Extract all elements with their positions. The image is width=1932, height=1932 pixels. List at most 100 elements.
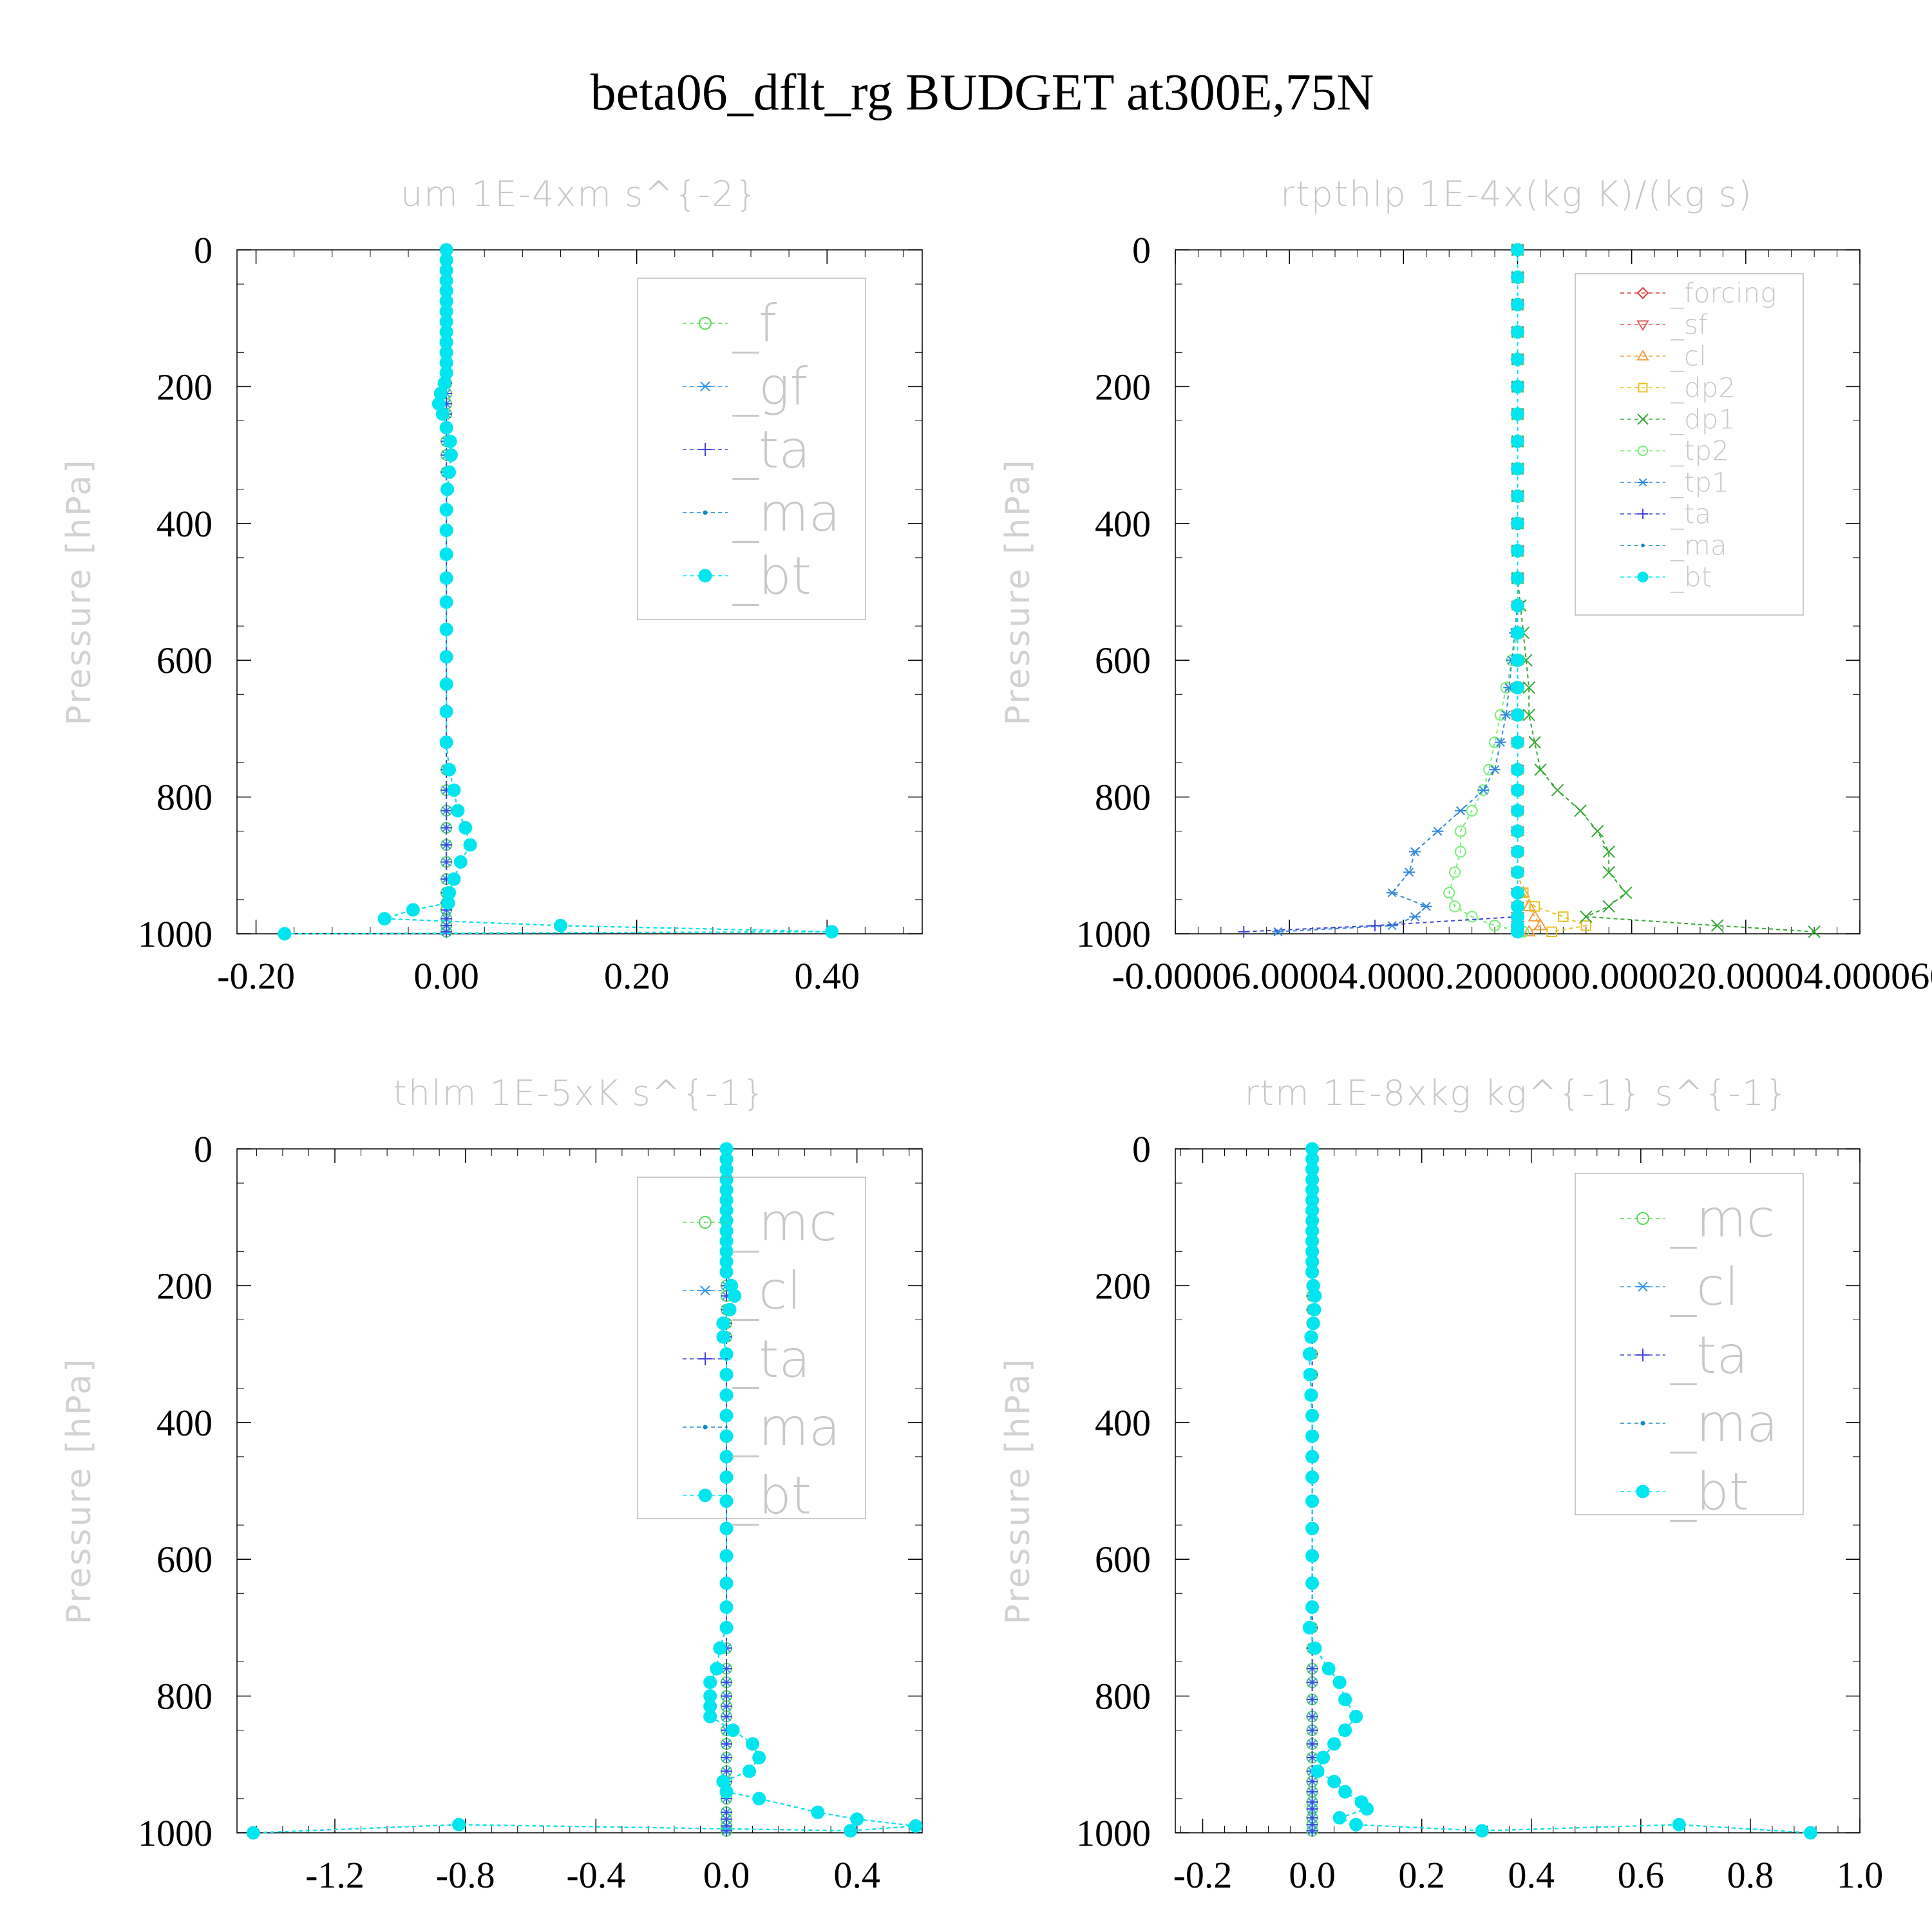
data-point-bt: [451, 804, 465, 818]
data-point-bt: [444, 448, 458, 462]
panel-title: um 1E-4xm s^{-2}: [401, 174, 759, 214]
data-point-bt: [746, 1737, 760, 1751]
data-point-bt: [1305, 1494, 1320, 1508]
legend-box: [1575, 273, 1804, 616]
plot-frame: [236, 1148, 923, 1833]
legend: _f_gf_ta_ma_bt: [637, 278, 866, 620]
y-tick-label: 800: [1095, 1676, 1151, 1718]
legend-label: _mc: [732, 1193, 837, 1253]
data-point-bt: [1672, 1817, 1686, 1832]
data-point-ta: [1306, 1786, 1318, 1798]
data-point-bt: [1511, 735, 1524, 750]
data-point-bt: [439, 503, 453, 517]
data-point-bt: [406, 903, 420, 917]
data-point-bt: [1338, 1785, 1352, 1799]
legend-label: _tp2: [1670, 435, 1729, 467]
data-point-bt: [1511, 925, 1524, 939]
x-tick-label: -0.2: [1173, 1854, 1233, 1896]
data-point-bt: [1511, 270, 1524, 284]
data-point-tp1: [1386, 921, 1398, 931]
data-point-bt: [1305, 1265, 1320, 1279]
legend: _mc _cl _ta _ma _bt: [1575, 1173, 1804, 1522]
legend-label: _ta: [1670, 1325, 1748, 1385]
y-axis-label: Pressure [hPa]: [999, 1358, 1037, 1625]
y-axis-label: Pressure [hPa]: [999, 459, 1037, 726]
y-tick-label: 600: [156, 639, 213, 681]
data-point-bt: [439, 523, 453, 537]
x-tick-label: 1.0: [1837, 1854, 1884, 1896]
data-point-ta: [721, 1824, 732, 1837]
series-line-tp2: [1448, 250, 1524, 933]
data-point-bt: [440, 482, 455, 497]
data-point-bt: [1511, 626, 1524, 640]
data-point-bt: [719, 1470, 734, 1484]
figure-title: beta06_dflt_rg BUDGET at300E,75N: [591, 64, 1374, 121]
data-point-cl: [1528, 909, 1542, 922]
data-point-bt: [377, 912, 392, 926]
data-point-bt: [439, 650, 453, 664]
y-tick-label: 1000: [1076, 913, 1151, 955]
data-point-bt: [1511, 783, 1524, 797]
data-point-ta: [721, 1752, 732, 1764]
data-point-bt: [1332, 1811, 1347, 1825]
data-point-tp1: [1409, 912, 1421, 922]
data-point-bt: [447, 783, 461, 797]
legend-marker: [1636, 320, 1649, 331]
legend-marker: [699, 317, 712, 330]
data-point-tp2: [1454, 825, 1467, 837]
data-point-bt: [459, 820, 473, 835]
data-point-bt: [1332, 1675, 1347, 1689]
data-point-bt: [825, 925, 839, 939]
legend-label: _sf: [1670, 309, 1708, 341]
legend-label: _f: [732, 294, 777, 354]
data-point-bt: [1511, 865, 1524, 879]
legend-marker: [699, 1216, 712, 1229]
data-point-dp2: [1558, 911, 1569, 922]
y-tick-label: 200: [156, 366, 213, 408]
plot-frame: [236, 249, 923, 934]
data-point-bt: [728, 1289, 742, 1303]
data-point-bt: [723, 1303, 737, 1317]
data-point-ta: [1306, 1776, 1318, 1788]
data-point-bt: [1303, 1367, 1317, 1381]
data-point-dp1: [1580, 910, 1593, 923]
legend-label: _ma: [1670, 530, 1727, 562]
data-point-bt: [1511, 653, 1524, 667]
x-tick-label: -1.2: [305, 1854, 365, 1896]
data-point-dp1: [1522, 681, 1535, 694]
data-point-cl: [1522, 899, 1536, 911]
legend-marker: [1641, 544, 1645, 547]
y-tick-label: 800: [1095, 777, 1151, 819]
data-point-bt: [1511, 489, 1524, 503]
data-point-ta: [721, 1676, 732, 1689]
data-point-bt: [1305, 1549, 1320, 1563]
data-point-bt: [719, 1620, 734, 1634]
data-point-bt: [1511, 804, 1524, 818]
x-tick-label: -0.8: [436, 1854, 495, 1896]
data-point-cl: [1522, 924, 1536, 937]
data-point-bt: [1305, 1470, 1320, 1484]
y-tick-label: 400: [1095, 503, 1151, 545]
data-point-bt: [1511, 243, 1524, 257]
data-point-bt: [1305, 1600, 1320, 1615]
data-point-dp1: [1528, 735, 1541, 749]
plot-frame: [1175, 1148, 1861, 1833]
legend-marker: [703, 510, 708, 515]
legend-label: _forcing: [1670, 278, 1776, 309]
series-line-tp1: [1278, 250, 1519, 933]
data-point-bt: [447, 872, 461, 886]
data-point-bt: [719, 1429, 734, 1443]
y-tick-label: 0: [194, 1128, 213, 1170]
data-point-dp1: [1534, 763, 1547, 776]
data-point-dp2: [1529, 901, 1540, 912]
data-point-dp1: [1602, 845, 1615, 858]
data-point-bt: [1305, 1450, 1320, 1464]
data-point-bt: [1511, 762, 1524, 777]
x-tick-label: 0.0: [1289, 1854, 1336, 1896]
data-point-tp1: [1494, 737, 1506, 747]
data-point-cl: [1533, 918, 1548, 931]
legend-label: _bt: [1670, 1462, 1749, 1522]
legend-label: _dp2: [1670, 372, 1736, 404]
x-tick-label: 0.00: [413, 955, 479, 997]
y-tick-label: 1000: [138, 913, 213, 955]
